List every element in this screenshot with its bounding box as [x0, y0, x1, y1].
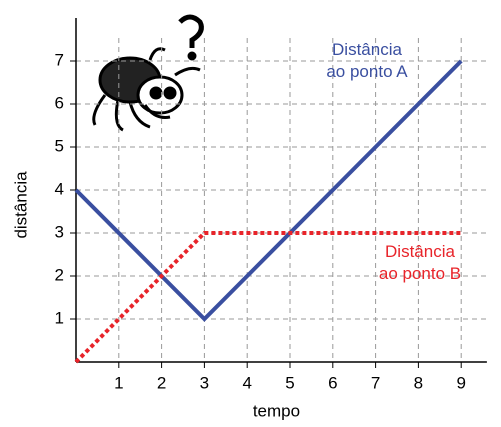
octopus-drawing	[94, 17, 202, 130]
x-tick-label: 4	[242, 373, 251, 392]
y-axis-label: distância	[11, 171, 30, 239]
page: 1 2 3 4 5 6 7 8 9 1 2 3 4 5 6 7 tempo distância Distância…	[0, 0, 501, 427]
x-axis-label: tempo	[253, 401, 300, 420]
series-label: Distância ao ponto B	[376, 241, 464, 285]
y-tick-label: 2	[55, 265, 64, 284]
y-tick-label: 1	[55, 308, 64, 327]
y-tick-label: 3	[55, 222, 64, 241]
x-tick-label: 2	[157, 373, 166, 392]
x-tick-label: 5	[285, 373, 294, 392]
x-tick-label: 1	[114, 373, 123, 392]
x-tick-label: 8	[414, 373, 423, 392]
y-tick-label: 4	[55, 179, 64, 198]
x-tick-label: 7	[371, 373, 380, 392]
series-label: Distância ao ponto A	[323, 39, 411, 83]
y-tick-label: 5	[55, 136, 64, 155]
y-tick-label: 6	[55, 93, 64, 112]
y-tick-label: 7	[55, 50, 64, 69]
chart: 1 2 3 4 5 6 7 8 9 1 2 3 4 5 6 7 tempo distância	[0, 0, 501, 427]
x-tick-label: 6	[328, 373, 337, 392]
x-tick-label: 3	[200, 373, 209, 392]
x-tick-label: 9	[456, 373, 465, 392]
